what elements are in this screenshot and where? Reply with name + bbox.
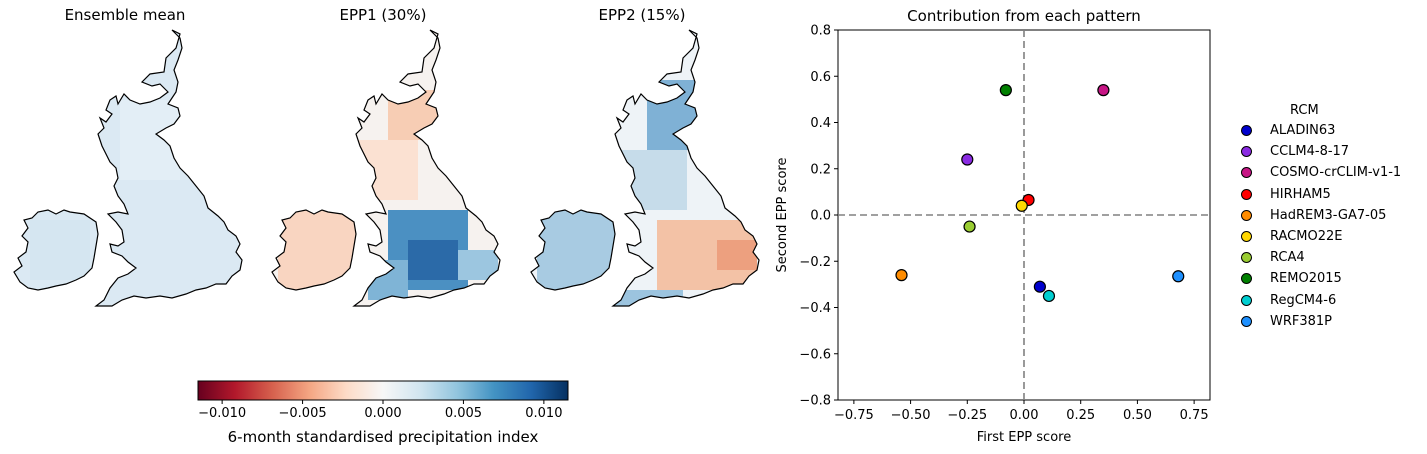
legend-label: CCLM4-8-17	[1270, 144, 1350, 160]
x-axis-label: First EPP score	[977, 430, 1071, 445]
map-title-epp2: EPP2 (15%)	[598, 6, 686, 24]
legend-label: COSMO-crCLIM-v1-1	[1270, 165, 1402, 181]
y-tick-label: 0.6	[810, 70, 831, 85]
legend-marker	[1241, 294, 1252, 306]
y-tick-label: −0.8	[799, 394, 831, 409]
legend-item: WRF381P	[1241, 313, 1333, 329]
y-tick-label: 0.4	[810, 116, 831, 131]
y-tick-label: −0.6	[799, 347, 831, 362]
y-axis-ticks: −0.8 −0.6 −0.4 −0.2 0.0 0.2 0.4 0.6 0.8	[799, 24, 838, 409]
y-tick-label: −0.4	[799, 301, 831, 316]
y-tick-label: 0.2	[810, 162, 831, 177]
legend-item: RACMO22E	[1241, 229, 1343, 244]
legend-item: RegCM4-6	[1241, 292, 1337, 308]
colorbar-tick-label: 0.010	[525, 406, 563, 421]
legend-marker	[1241, 167, 1252, 179]
y-tick-label: −0.2	[799, 255, 831, 270]
x-tick-label: −0.75	[834, 408, 874, 423]
map-epp1-field	[272, 30, 500, 306]
colorbar-tick-label: 0.005	[444, 406, 483, 421]
map-title-epp1: EPP1 (30%)	[339, 6, 427, 24]
legend-item: ALADIN63	[1241, 123, 1336, 138]
map-epp2-field	[531, 30, 759, 306]
colorbar	[197, 380, 569, 401]
legend-marker	[1241, 209, 1252, 221]
scatter-points	[895, 84, 1185, 303]
legend-marker	[1241, 146, 1252, 158]
legend-item: RCA4	[1241, 250, 1305, 266]
legend-title: RCM	[1290, 103, 1319, 118]
colorbar-tick-label: −0.005	[278, 406, 327, 421]
legend-marker	[1241, 125, 1252, 136]
x-tick-label: 0.50	[1123, 408, 1152, 423]
legend-label: RCA4	[1270, 250, 1305, 266]
point-cclm4-8-17	[961, 153, 974, 166]
legend-marker	[1241, 315, 1252, 327]
legend-label: REMO2015	[1270, 271, 1342, 287]
y-axis-label: Second EPP score	[775, 158, 790, 273]
legend-label: WRF381P	[1270, 313, 1333, 329]
point-aladin63	[1033, 280, 1046, 293]
point-wrf381p	[1172, 270, 1185, 283]
legend-marker	[1241, 252, 1252, 264]
legend-label: HadREM3-GA7-05	[1270, 207, 1387, 223]
map-epp2	[530, 29, 760, 307]
map-ensemble-mean-field	[14, 30, 242, 306]
x-tick-label: 0.75	[1180, 408, 1209, 423]
colorbar-tick-label: −0.010	[198, 406, 247, 421]
x-tick-label: 0.00	[1010, 408, 1039, 423]
legend-item: HadREM3-GA7-05	[1241, 207, 1387, 223]
x-axis-ticks: −0.75 −0.50 −0.25 0.00 0.25 0.50 0.75	[834, 400, 1209, 423]
legend-label: RegCM4-6	[1270, 292, 1337, 308]
point-remo2015	[999, 84, 1012, 97]
chart-title: Contribution from each pattern	[907, 7, 1141, 25]
scatter-plot: −0.75 −0.50 −0.25 0.00 0.25 0.50 0.75 −0.8 −0.6…	[775, 24, 1211, 445]
point-hadrem3-ga7-05	[895, 269, 908, 282]
legend-item: CCLM4-8-17	[1241, 144, 1350, 160]
map-title-ensemble-mean: Ensemble mean	[64, 6, 186, 24]
y-tick-label: 0.0	[810, 209, 831, 224]
colorbar-ticks	[221, 400, 545, 404]
x-tick-label: 0.25	[1066, 408, 1095, 423]
legend-marker	[1241, 188, 1252, 200]
point-regcm4-6	[1042, 289, 1056, 303]
legend-item: HIRHAM5	[1241, 186, 1331, 202]
point-cosmo-crclim-v1-1	[1097, 84, 1110, 97]
legend-marker	[1241, 273, 1252, 285]
point-racmo22e	[1015, 199, 1028, 212]
legend-item: REMO2015	[1241, 271, 1342, 287]
legend-label: HIRHAM5	[1270, 186, 1331, 202]
map-epp1	[271, 29, 501, 307]
colorbar-label: 6-month standardised precipitation index	[227, 428, 539, 446]
legend-label: ALADIN63	[1270, 123, 1336, 138]
point-rca4	[963, 220, 976, 233]
legend-label: RACMO22E	[1270, 229, 1343, 244]
legend-marker	[1241, 231, 1252, 242]
legend-item: COSMO-crCLIM-v1-1	[1241, 165, 1402, 181]
colorbar-tick-label: 0.000	[364, 406, 402, 421]
x-tick-label: −0.25	[947, 408, 987, 423]
x-tick-label: −0.50	[891, 408, 931, 423]
y-tick-label: 0.8	[810, 24, 831, 39]
map-ensemble-mean	[13, 29, 243, 307]
